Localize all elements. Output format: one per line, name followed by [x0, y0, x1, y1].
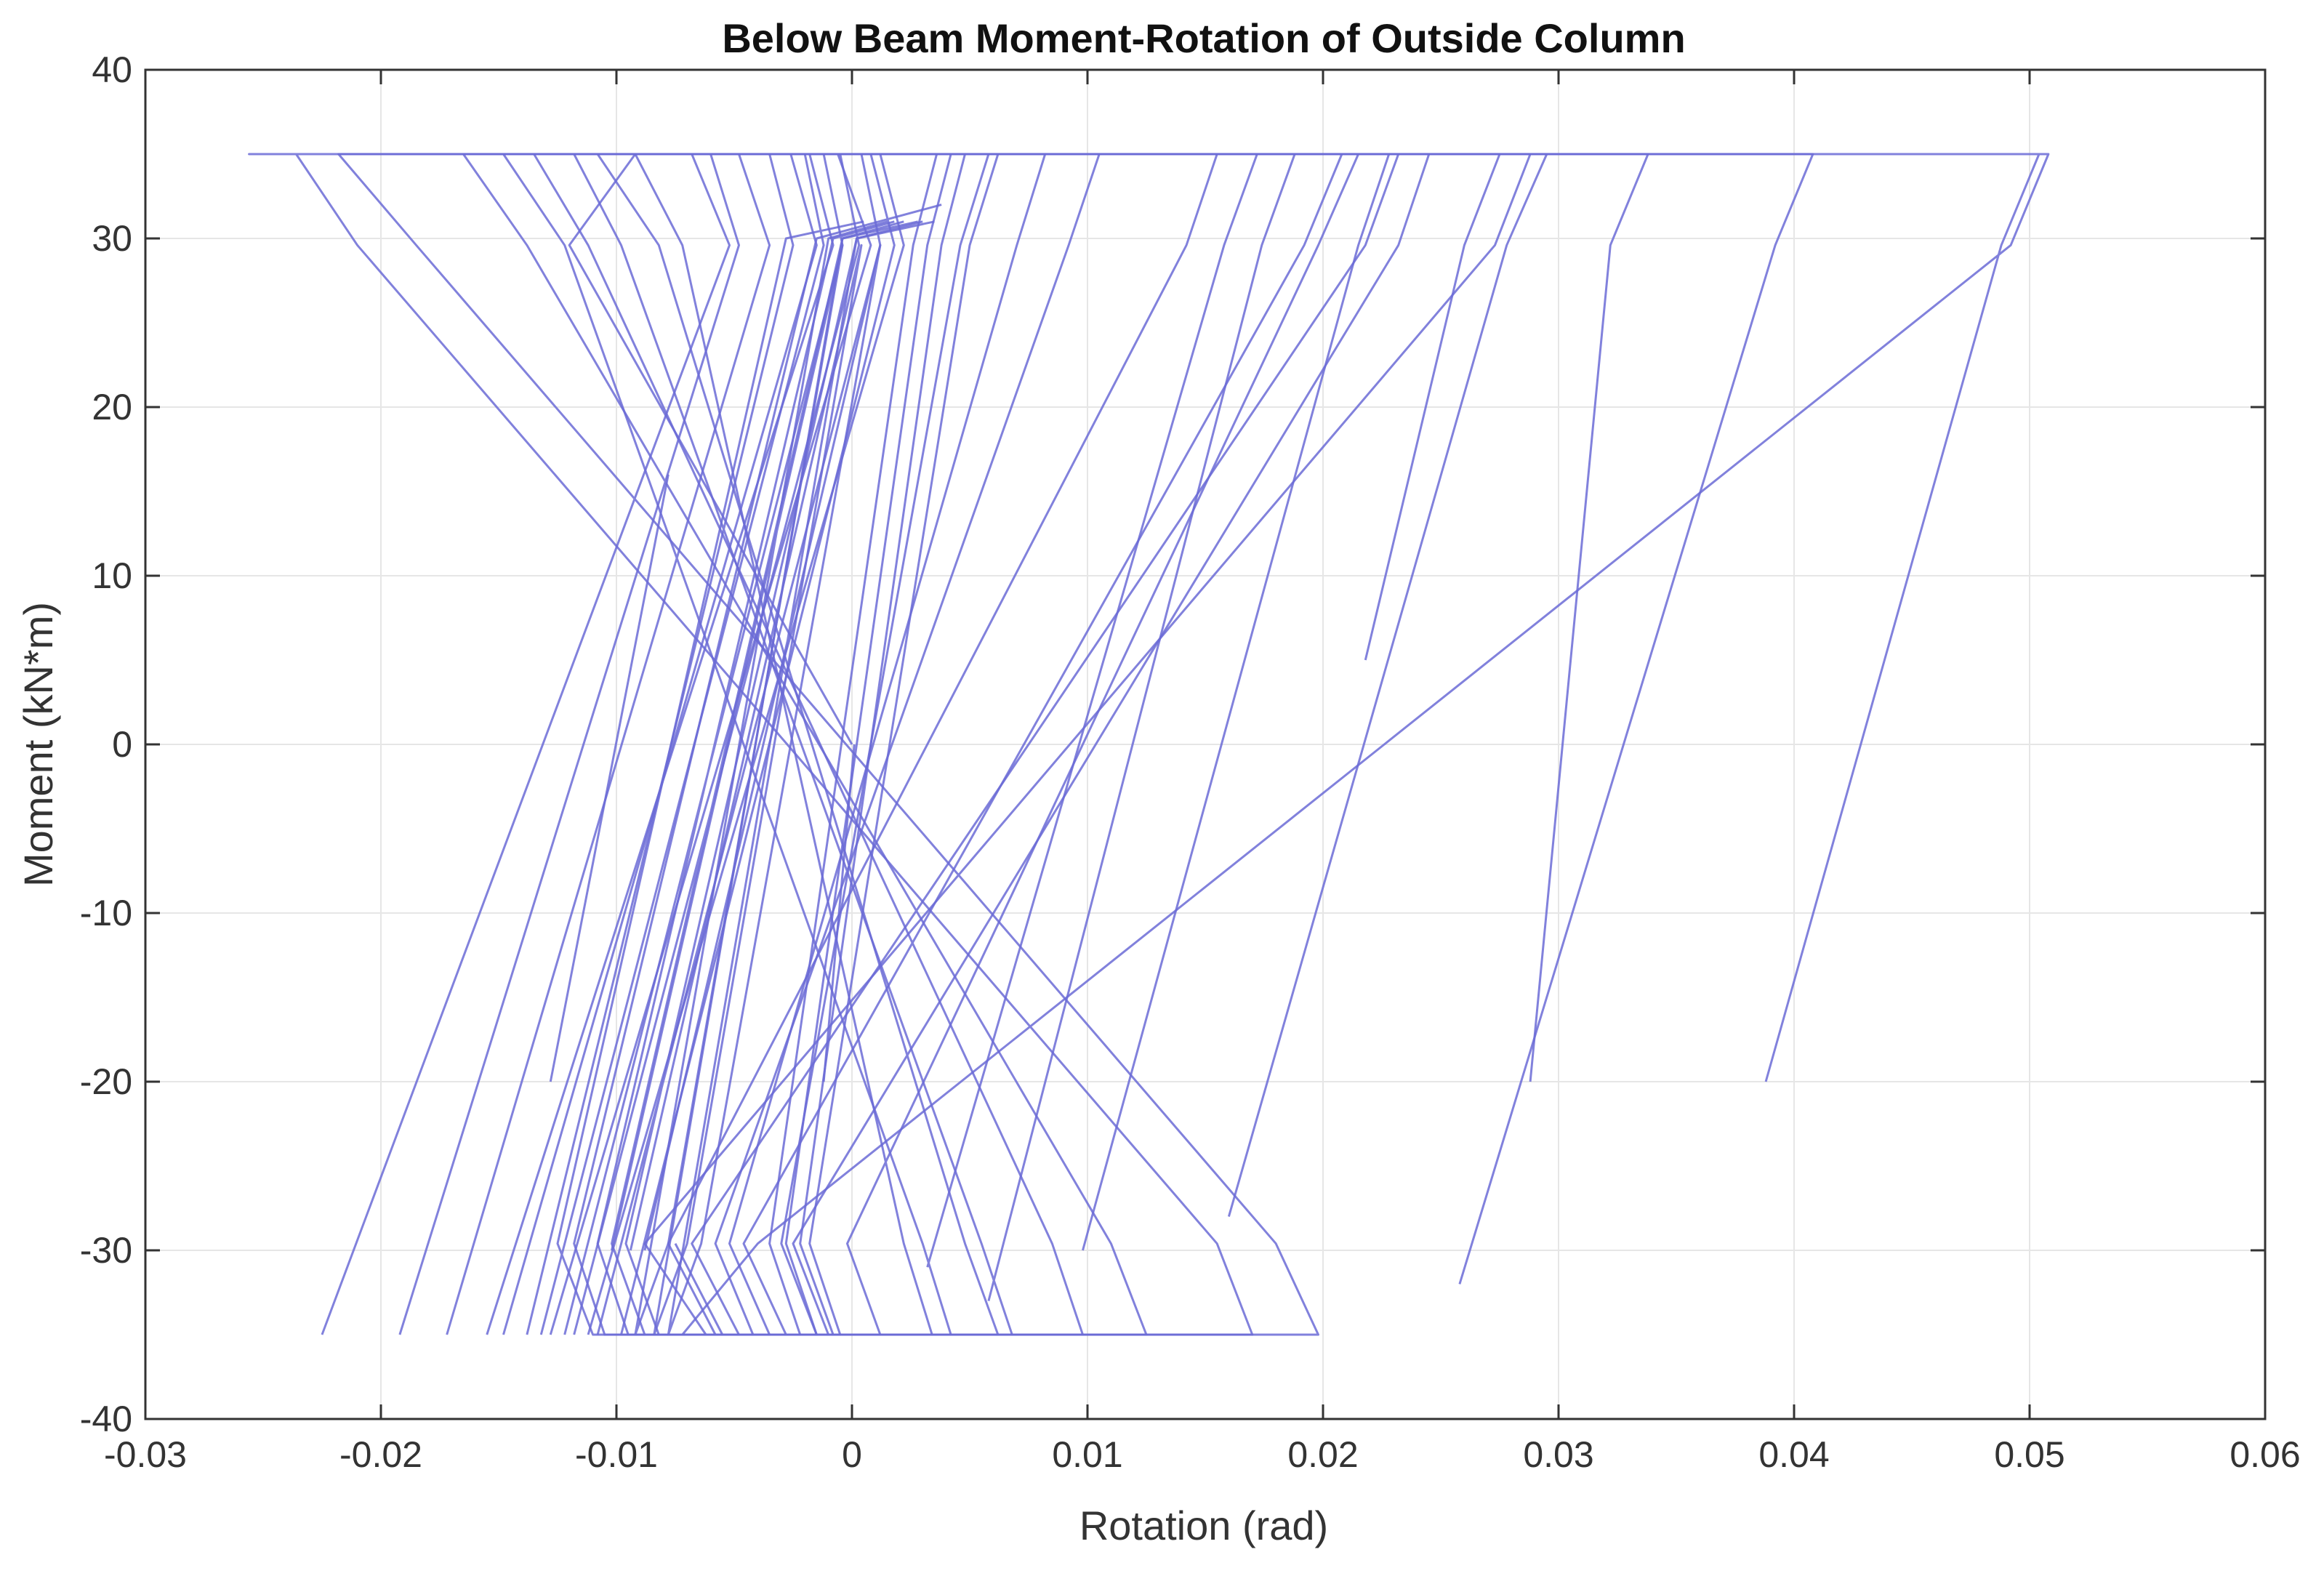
y-tick-label: 30 — [92, 218, 132, 259]
x-axis-ticks: -0.03 -0.02 -0.01 0 0.01 0.02 0.03 0.04 0.05 0.06 — [104, 70, 2301, 1475]
hysteresis-series-16 — [629, 220, 904, 1336]
hysteresis-series-17 — [643, 220, 923, 1336]
hysteresis-series-15 — [611, 220, 888, 1336]
y-tick-label: 20 — [92, 387, 132, 427]
x-tick-label: 0.04 — [1758, 1434, 1829, 1475]
x-tick-label: 0 — [842, 1434, 862, 1475]
hysteresis-series-11 — [539, 153, 990, 1336]
y-tick-label: -40 — [80, 1399, 132, 1439]
x-tick-label: -0.01 — [575, 1434, 658, 1475]
x-tick-label: -0.03 — [104, 1434, 187, 1475]
x-tick-label: 0.05 — [1994, 1434, 2064, 1475]
hysteresis-series-13 — [573, 153, 952, 1336]
x-tick-label: 0.06 — [2229, 1434, 2300, 1475]
y-tick-label: 0 — [112, 724, 132, 765]
chart-title: Below Beam Moment-Rotation of Outside Co… — [722, 15, 1685, 61]
hysteresis-series-12 — [563, 153, 938, 1336]
hysteresis-series-18 — [549, 474, 670, 1082]
y-axis-ticks: -40 -30 -20 -10 0 10 20 30 40 — [80, 49, 2265, 1439]
hysteresis-series-14 — [596, 153, 966, 1336]
y-axis-label: Moment (kN*m) — [15, 602, 61, 887]
y-tick-label: 10 — [92, 555, 132, 596]
hysteresis-series-19 — [822, 744, 856, 1082]
hysteresis-curves — [248, 153, 2050, 1336]
y-tick-label: -10 — [80, 893, 132, 933]
y-tick-label: -30 — [80, 1230, 132, 1271]
y-tick-label: -20 — [80, 1061, 132, 1102]
y-tick-label: 40 — [92, 49, 132, 90]
x-tick-label: -0.02 — [339, 1434, 422, 1475]
x-tick-label: 0.02 — [1287, 1434, 1358, 1475]
x-axis-label: Rotation (rad) — [1079, 1503, 1328, 1548]
x-tick-label: 0.03 — [1523, 1434, 1593, 1475]
hysteresis-series-10 — [573, 153, 1000, 1336]
x-tick-label: 0.01 — [1052, 1434, 1122, 1475]
grid — [145, 69, 2266, 1420]
